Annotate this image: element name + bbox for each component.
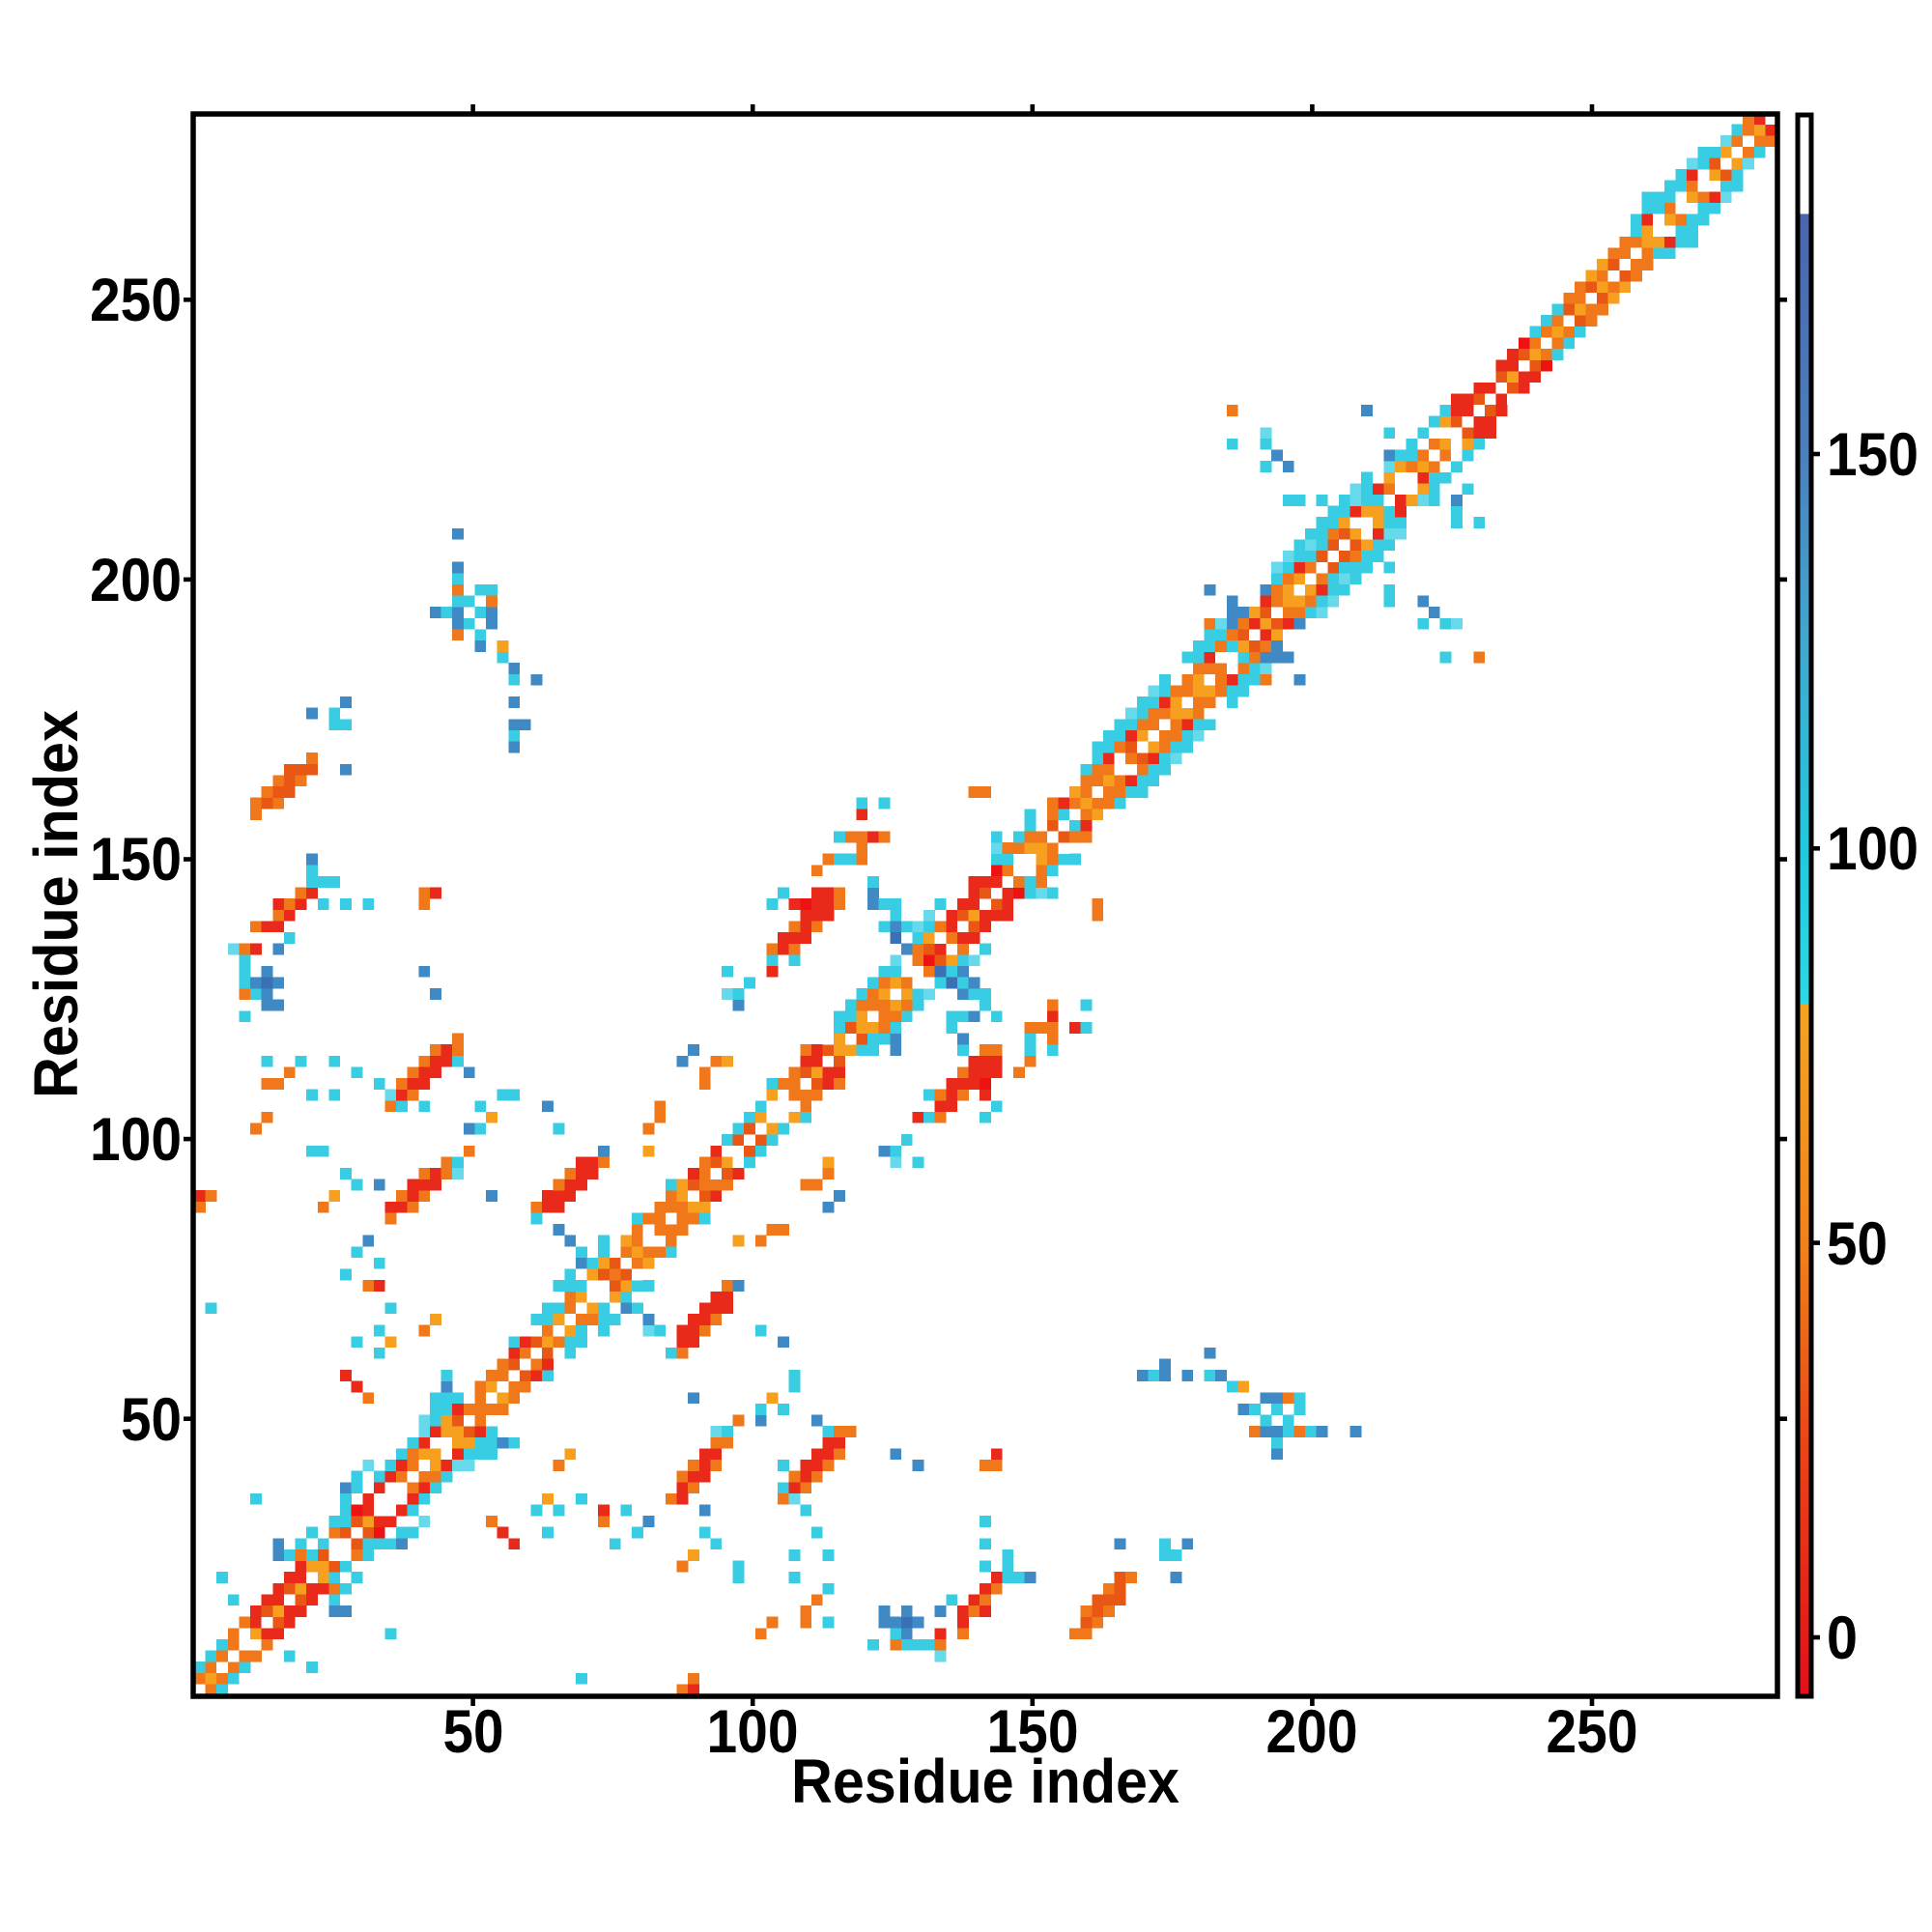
svg-text:100: 100: [1827, 815, 1918, 883]
svg-text:150: 150: [1827, 421, 1918, 489]
svg-text:Residue index: Residue index: [791, 1747, 1179, 1816]
svg-text:150: 150: [90, 826, 182, 894]
svg-text:150: 150: [987, 1698, 1079, 1766]
svg-text:50: 50: [443, 1698, 504, 1766]
svg-text:250: 250: [90, 267, 182, 334]
svg-text:0: 0: [1827, 1605, 1858, 1672]
svg-text:200: 200: [90, 547, 182, 614]
svg-text:50: 50: [1827, 1210, 1888, 1278]
svg-text:100: 100: [707, 1698, 799, 1766]
svg-text:250: 250: [1547, 1698, 1638, 1766]
svg-text:100: 100: [90, 1106, 182, 1174]
svg-text:50: 50: [121, 1386, 182, 1454]
svg-text:Residue index: Residue index: [21, 710, 91, 1098]
svg-text:200: 200: [1266, 1698, 1358, 1766]
